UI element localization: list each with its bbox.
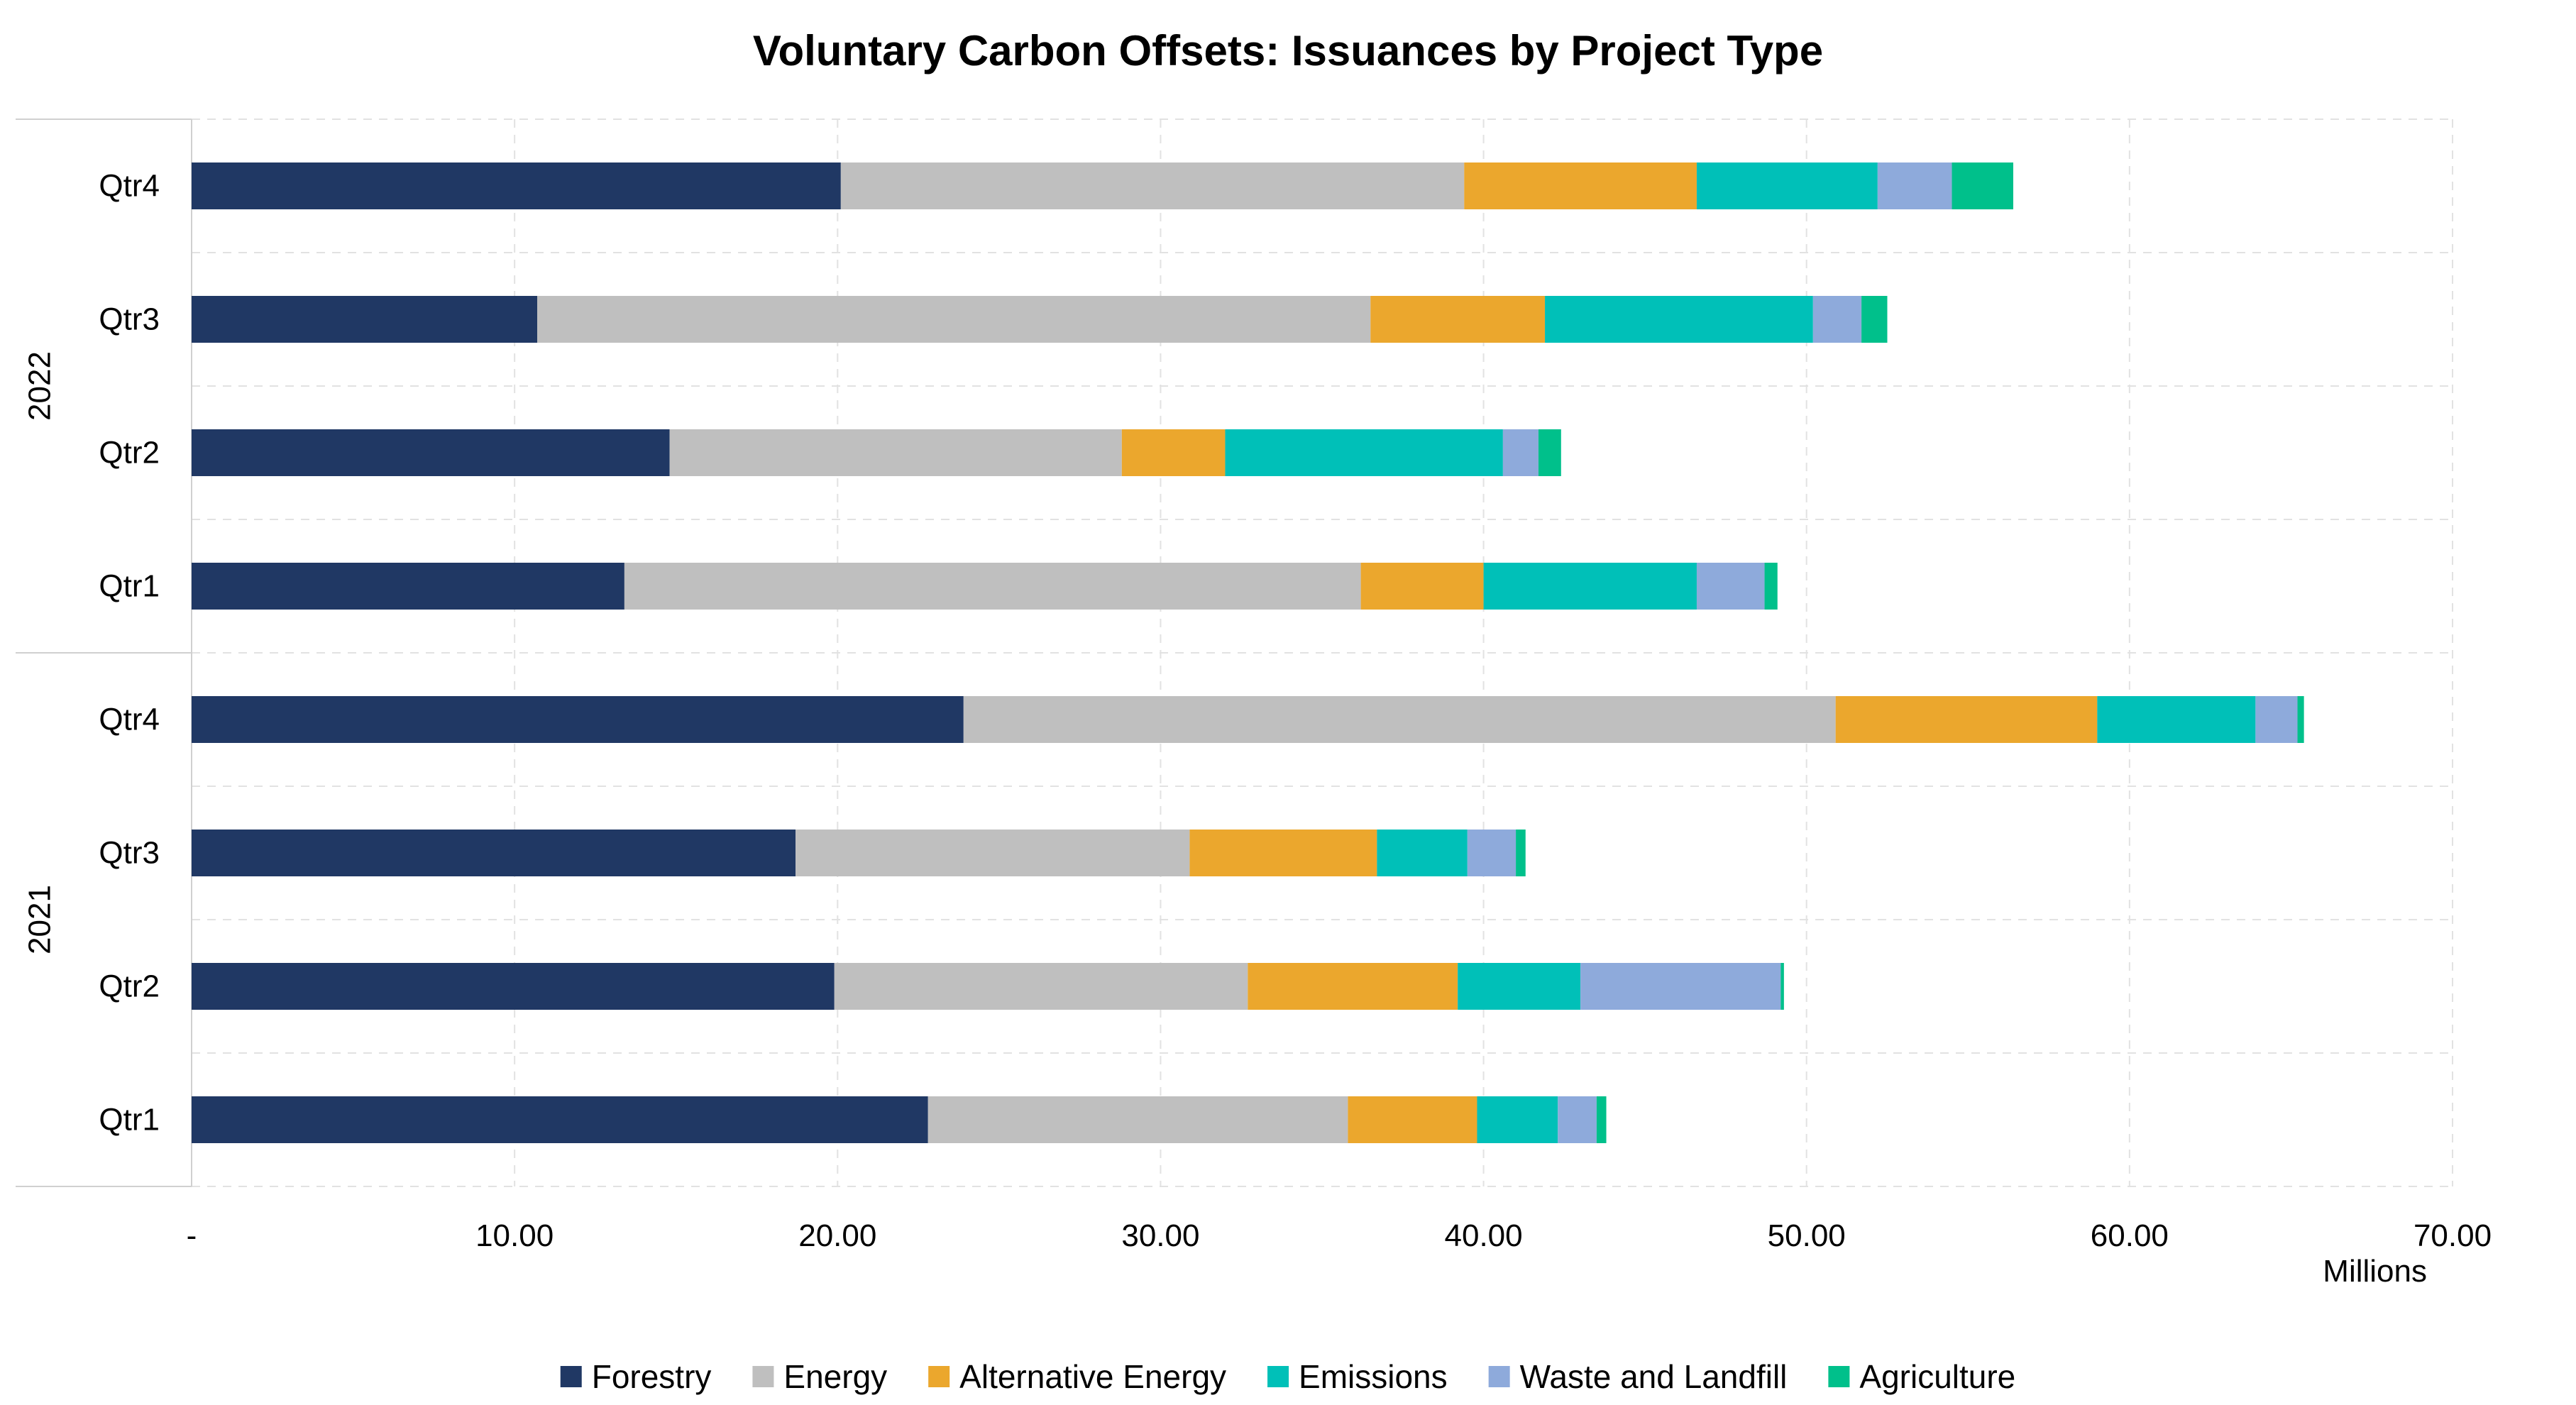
bar-segment-forestry <box>192 963 835 1010</box>
bar-segment-emissions <box>1545 296 1813 343</box>
bar-segment-forestry <box>192 830 796 876</box>
bar-segment-alternative-energy <box>1370 296 1546 343</box>
category-label: Qtr3 <box>99 836 160 871</box>
category-label: Qtr4 <box>99 169 160 204</box>
x-tick-label: 20.00 <box>798 1218 876 1253</box>
group-label: 2021 <box>23 885 57 954</box>
category-label: Qtr4 <box>99 702 160 737</box>
x-axis-unit-label: Millions <box>2323 1254 2427 1289</box>
grid-layer <box>192 119 2453 1187</box>
x-tick-label: 70.00 <box>2413 1218 2492 1253</box>
bar-segment-alternative-energy <box>1360 563 1484 610</box>
bar-segment-agriculture <box>1516 830 1526 876</box>
bar-segment-emissions <box>1225 429 1503 476</box>
legend-label: Alternative Energy <box>959 1358 1226 1395</box>
legend-swatch <box>1267 1366 1289 1387</box>
legend: Forestry Energy Alternative Energy Emission… <box>560 1358 2015 1395</box>
legend-item-waste-and-landfill: Waste and Landfill <box>1488 1358 1788 1395</box>
legend-label: Forestry <box>592 1358 712 1395</box>
category-label: Qtr1 <box>99 1103 160 1137</box>
bar-segment-forestry <box>192 429 670 476</box>
chart-title: Voluntary Carbon Offsets: Issuances by P… <box>753 27 1823 75</box>
legend-item-alternative-energy: Alternative Energy <box>928 1358 1226 1395</box>
legend-item-energy: Energy <box>752 1358 887 1395</box>
bar-segment-alternative-energy <box>1189 830 1377 876</box>
bar-segment-agriculture <box>1596 1096 1607 1143</box>
x-tick-label: - <box>187 1218 197 1253</box>
category-label: Qtr1 <box>99 569 160 604</box>
bar-segment-agriculture <box>1764 563 1778 610</box>
x-tick-label: 60.00 <box>2091 1218 2169 1253</box>
bar-segment-waste-and-landfill <box>2255 696 2298 743</box>
bar-segment-forestry <box>192 563 624 610</box>
legend-label: Agriculture <box>1859 1358 2015 1395</box>
bar-segment-energy <box>834 963 1248 1010</box>
bar-segment-waste-and-landfill <box>1877 162 1952 209</box>
axis-layer: 2022 2021 Qtr4 Qtr3 Qtr2 Qtr1 Qtr4 Qtr3 Qtr2 Qtr1 <box>16 119 192 1187</box>
x-tick-label: 40.00 <box>1445 1218 1523 1253</box>
legend-swatch <box>1828 1366 1850 1387</box>
bar-segment-waste-and-landfill <box>1580 963 1781 1010</box>
bar-segment-alternative-energy <box>1348 1096 1477 1143</box>
x-axis-ticks: - 10.00 20.00 30.00 40.00 50.00 60.00 70.00 <box>187 1218 2492 1253</box>
legend-item-forestry: Forestry <box>560 1358 712 1395</box>
bar-segment-energy <box>796 830 1190 876</box>
bar-segment-energy <box>624 563 1361 610</box>
bar-segment-agriculture <box>1538 429 1561 476</box>
bar-segment-emissions <box>1483 563 1697 610</box>
bar-segment-waste-and-landfill <box>1696 563 1765 610</box>
legend-item-agriculture: Agriculture <box>1828 1358 2015 1395</box>
bar-segment-emissions <box>2097 696 2256 743</box>
group-label: 2022 <box>23 351 57 421</box>
bar-segment-forestry <box>192 1096 928 1143</box>
legend-label: Waste and Landfill <box>1520 1358 1788 1395</box>
category-label: Qtr2 <box>99 436 160 470</box>
bar-segment-agriculture <box>1952 162 2014 209</box>
bar-segment-agriculture <box>1861 296 1888 343</box>
bar-segment-alternative-energy <box>1835 696 2098 743</box>
category-label: Qtr3 <box>99 302 160 337</box>
legend-swatch <box>928 1366 950 1387</box>
bar-segment-waste-and-landfill <box>1558 1096 1597 1143</box>
legend-item-emissions: Emissions <box>1267 1358 1448 1395</box>
category-label: Qtr2 <box>99 969 160 1004</box>
legend-label: Energy <box>783 1358 887 1395</box>
bar-segment-forestry <box>192 162 841 209</box>
bar-segment-energy <box>840 162 1465 209</box>
bar-segment-energy <box>928 1096 1348 1143</box>
legend-swatch <box>560 1366 582 1387</box>
bar-segment-emissions <box>1696 162 1878 209</box>
bar-segment-alternative-energy <box>1248 963 1458 1010</box>
bar-segment-waste-and-landfill <box>1502 429 1539 476</box>
bar-segment-emissions <box>1377 830 1468 876</box>
bar-segment-energy <box>963 696 1836 743</box>
bar-segment-emissions <box>1477 1096 1558 1143</box>
legend-swatch <box>752 1366 774 1387</box>
bars-layer <box>192 162 2304 1143</box>
bar-segment-alternative-energy <box>1464 162 1697 209</box>
bar-segment-agriculture <box>1780 963 1784 1010</box>
bar-segment-forestry <box>192 696 964 743</box>
bar-segment-alternative-energy <box>1121 429 1226 476</box>
bar-segment-agriculture <box>2297 696 2304 743</box>
bar-segment-forestry <box>192 296 538 343</box>
legend-swatch <box>1488 1366 1510 1387</box>
legend-label: Emissions <box>1299 1358 1448 1395</box>
bar-segment-waste-and-landfill <box>1467 830 1517 876</box>
x-tick-label: 10.00 <box>475 1218 554 1253</box>
x-tick-label: 30.00 <box>1121 1218 1199 1253</box>
x-tick-label: 50.00 <box>1768 1218 1846 1253</box>
bar-segment-energy <box>537 296 1371 343</box>
bar-segment-waste-and-landfill <box>1812 296 1862 343</box>
bar-segment-emissions <box>1458 963 1581 1010</box>
bar-segment-energy <box>669 429 1122 476</box>
